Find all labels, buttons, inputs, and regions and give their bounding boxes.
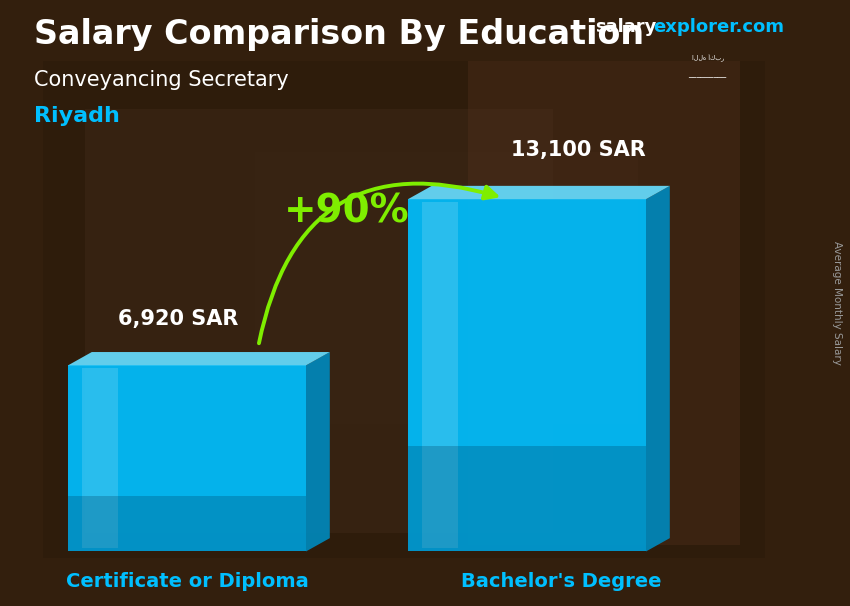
Text: +90%: +90%: [284, 192, 410, 230]
FancyArrowPatch shape: [259, 184, 496, 343]
Text: explorer.com: explorer.com: [653, 18, 784, 36]
Polygon shape: [306, 352, 330, 551]
Polygon shape: [408, 446, 646, 551]
Text: Bachelor's Degree: Bachelor's Degree: [461, 572, 661, 591]
Text: 13,100 SAR: 13,100 SAR: [511, 140, 645, 160]
Polygon shape: [646, 186, 670, 551]
Bar: [468, 61, 740, 545]
Text: salary: salary: [595, 18, 656, 36]
Text: Conveyancing Secretary: Conveyancing Secretary: [34, 70, 289, 90]
Text: ─────────: ─────────: [688, 75, 727, 81]
Text: 6,920 SAR: 6,920 SAR: [118, 309, 239, 329]
Polygon shape: [82, 368, 118, 548]
Polygon shape: [68, 365, 306, 551]
Text: Riyadh: Riyadh: [34, 106, 120, 126]
Polygon shape: [68, 496, 306, 551]
Bar: [85, 109, 552, 533]
Polygon shape: [408, 186, 670, 199]
Text: Average Monthly Salary: Average Monthly Salary: [832, 241, 842, 365]
Bar: [42, 61, 765, 558]
Text: Salary Comparison By Education: Salary Comparison By Education: [34, 18, 644, 51]
Text: Certificate or Diploma: Certificate or Diploma: [65, 572, 309, 591]
Bar: [255, 152, 638, 424]
Text: الله أكبر: الله أكبر: [692, 55, 723, 62]
Polygon shape: [408, 199, 646, 551]
Polygon shape: [422, 202, 458, 548]
Polygon shape: [68, 352, 330, 365]
